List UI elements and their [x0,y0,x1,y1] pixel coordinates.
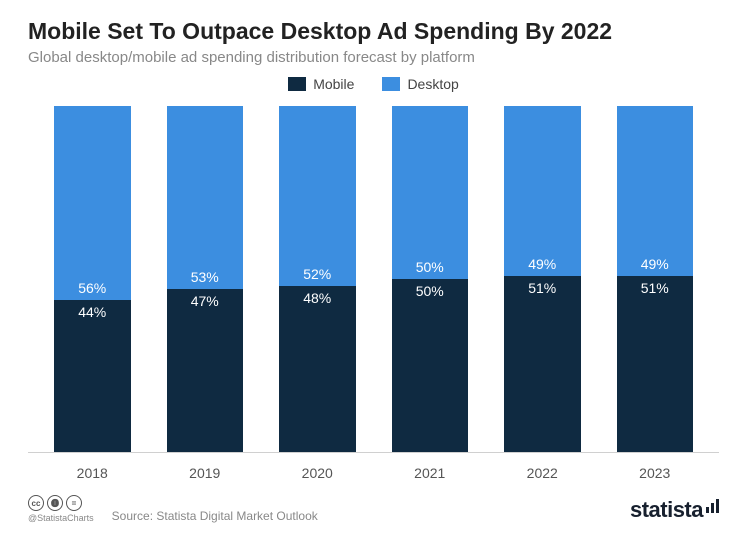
x-label: 2018 [36,465,149,481]
legend-label-mobile: Mobile [313,76,354,92]
bar: 56%44% [54,106,131,452]
segment-mobile: 47% [167,289,244,452]
bar-column: 53%47% [149,106,262,452]
cc-icon: cc [28,495,44,511]
bar: 50%50% [392,106,469,452]
segment-desktop: 52% [279,106,356,286]
statista-logo: statista [630,497,719,523]
x-label: 2020 [261,465,374,481]
segment-desktop: 49% [617,106,694,276]
segment-mobile: 48% [279,286,356,452]
bar-column: 50%50% [374,106,487,452]
by-icon: 🅘 [47,495,63,511]
handle: @StatistaCharts [28,513,94,523]
bar-column: 49%51% [486,106,599,452]
legend-swatch-desktop [382,77,400,91]
x-label: 2019 [149,465,262,481]
bar-column: 56%44% [36,106,149,452]
segment-mobile: 51% [617,276,694,452]
bar: 49%51% [504,106,581,452]
legend: Mobile Desktop [28,76,719,92]
license-icons: cc 🅘 = [28,495,94,511]
x-label: 2023 [599,465,712,481]
segment-mobile: 51% [504,276,581,452]
chart-title: Mobile Set To Outpace Desktop Ad Spendin… [28,18,719,45]
x-label: 2021 [374,465,487,481]
legend-label-desktop: Desktop [407,76,458,92]
segment-desktop: 56% [54,106,131,300]
legend-item-desktop: Desktop [382,76,458,92]
stacked-bar-chart: 56%44%53%47%52%48%50%50%49%51%49%51% [28,92,719,453]
legend-item-mobile: Mobile [288,76,354,92]
x-label: 2022 [486,465,599,481]
bar: 52%48% [279,106,356,452]
segment-desktop: 53% [167,106,244,289]
bar: 53%47% [167,106,244,452]
segment-mobile: 44% [54,300,131,452]
source-text: Source: Statista Digital Market Outlook [112,509,318,523]
x-axis-labels: 201820192020202120222023 [28,459,719,481]
segment-desktop: 49% [504,106,581,276]
chart-subtitle: Global desktop/mobile ad spending distri… [28,49,719,66]
segment-mobile: 50% [392,279,469,452]
logo-bars-icon [706,499,719,513]
bar-column: 49%51% [599,106,712,452]
bar-column: 52%48% [261,106,374,452]
legend-swatch-mobile [288,77,306,91]
segment-desktop: 50% [392,106,469,279]
bar: 49%51% [617,106,694,452]
nd-icon: = [66,495,82,511]
footer: cc 🅘 = @StatistaCharts Source: Statista … [28,495,719,523]
